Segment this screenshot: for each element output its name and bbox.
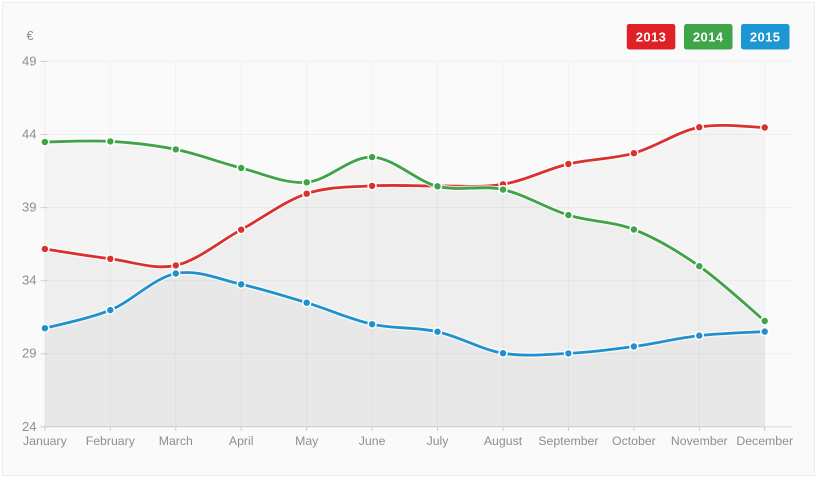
svg-text:2015: 2015	[750, 30, 781, 45]
svg-text:49: 49	[22, 53, 36, 68]
svg-text:March: March	[159, 434, 193, 448]
svg-text:December: December	[736, 434, 793, 448]
svg-text:May: May	[295, 434, 319, 448]
svg-text:€: €	[27, 29, 34, 43]
svg-text:39: 39	[22, 200, 36, 215]
svg-text:44: 44	[22, 126, 36, 141]
svg-text:August: August	[484, 434, 523, 448]
svg-text:24: 24	[22, 419, 36, 434]
svg-text:2013: 2013	[636, 30, 667, 45]
svg-text:October: October	[612, 434, 656, 448]
svg-text:January: January	[23, 434, 68, 448]
svg-text:34: 34	[22, 273, 36, 288]
svg-text:September: September	[538, 434, 598, 448]
svg-text:2014: 2014	[693, 30, 724, 45]
svg-text:February: February	[86, 434, 136, 448]
svg-text:June: June	[359, 434, 386, 448]
svg-text:November: November	[671, 434, 728, 448]
svg-text:July: July	[427, 434, 450, 448]
svg-text:29: 29	[22, 346, 36, 361]
svg-text:April: April	[229, 434, 254, 448]
